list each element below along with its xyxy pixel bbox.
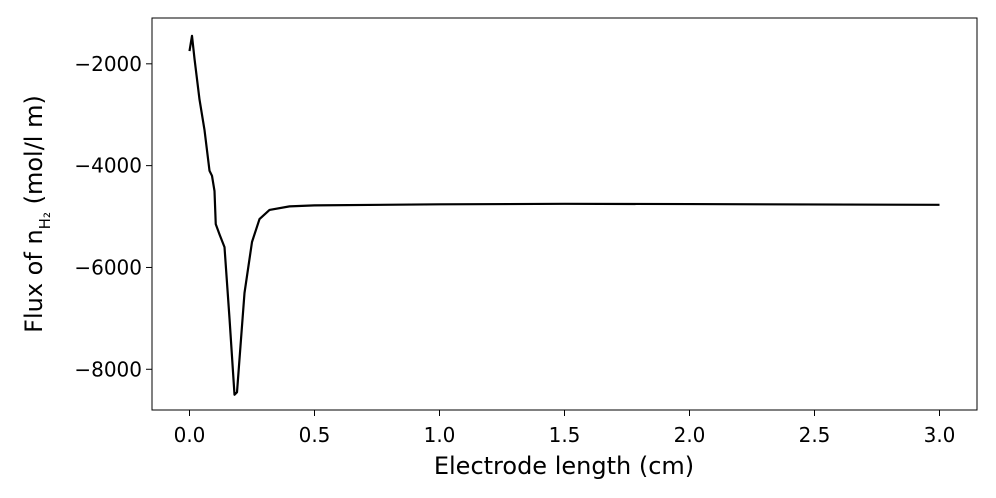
y-axis-label: Flux of nH₂ (mol/l m): [20, 95, 54, 333]
y-label-main: Flux of n: [20, 229, 48, 333]
x-tick-label: 0.5: [299, 423, 331, 447]
y-label-unit: (mol/l m): [20, 95, 48, 212]
y-label-sub: H₂: [36, 212, 54, 229]
x-axis-label: Electrode length (cm): [434, 452, 694, 480]
plot-frame: [151, 17, 978, 411]
x-tick-label: 1.0: [424, 423, 456, 447]
x-tick-label: 1.5: [549, 423, 581, 447]
y-tick-label: −2000: [74, 52, 142, 76]
x-tick-label: 2.0: [674, 423, 706, 447]
y-tick-label: −8000: [74, 357, 142, 381]
y-tick-label: −6000: [74, 255, 142, 279]
x-tick-label: 0.0: [174, 423, 206, 447]
x-tick-label: 2.5: [799, 423, 831, 447]
y-tick-label: −4000: [74, 154, 142, 178]
x-tick-label: 3.0: [924, 423, 956, 447]
line: [188, 34, 940, 396]
